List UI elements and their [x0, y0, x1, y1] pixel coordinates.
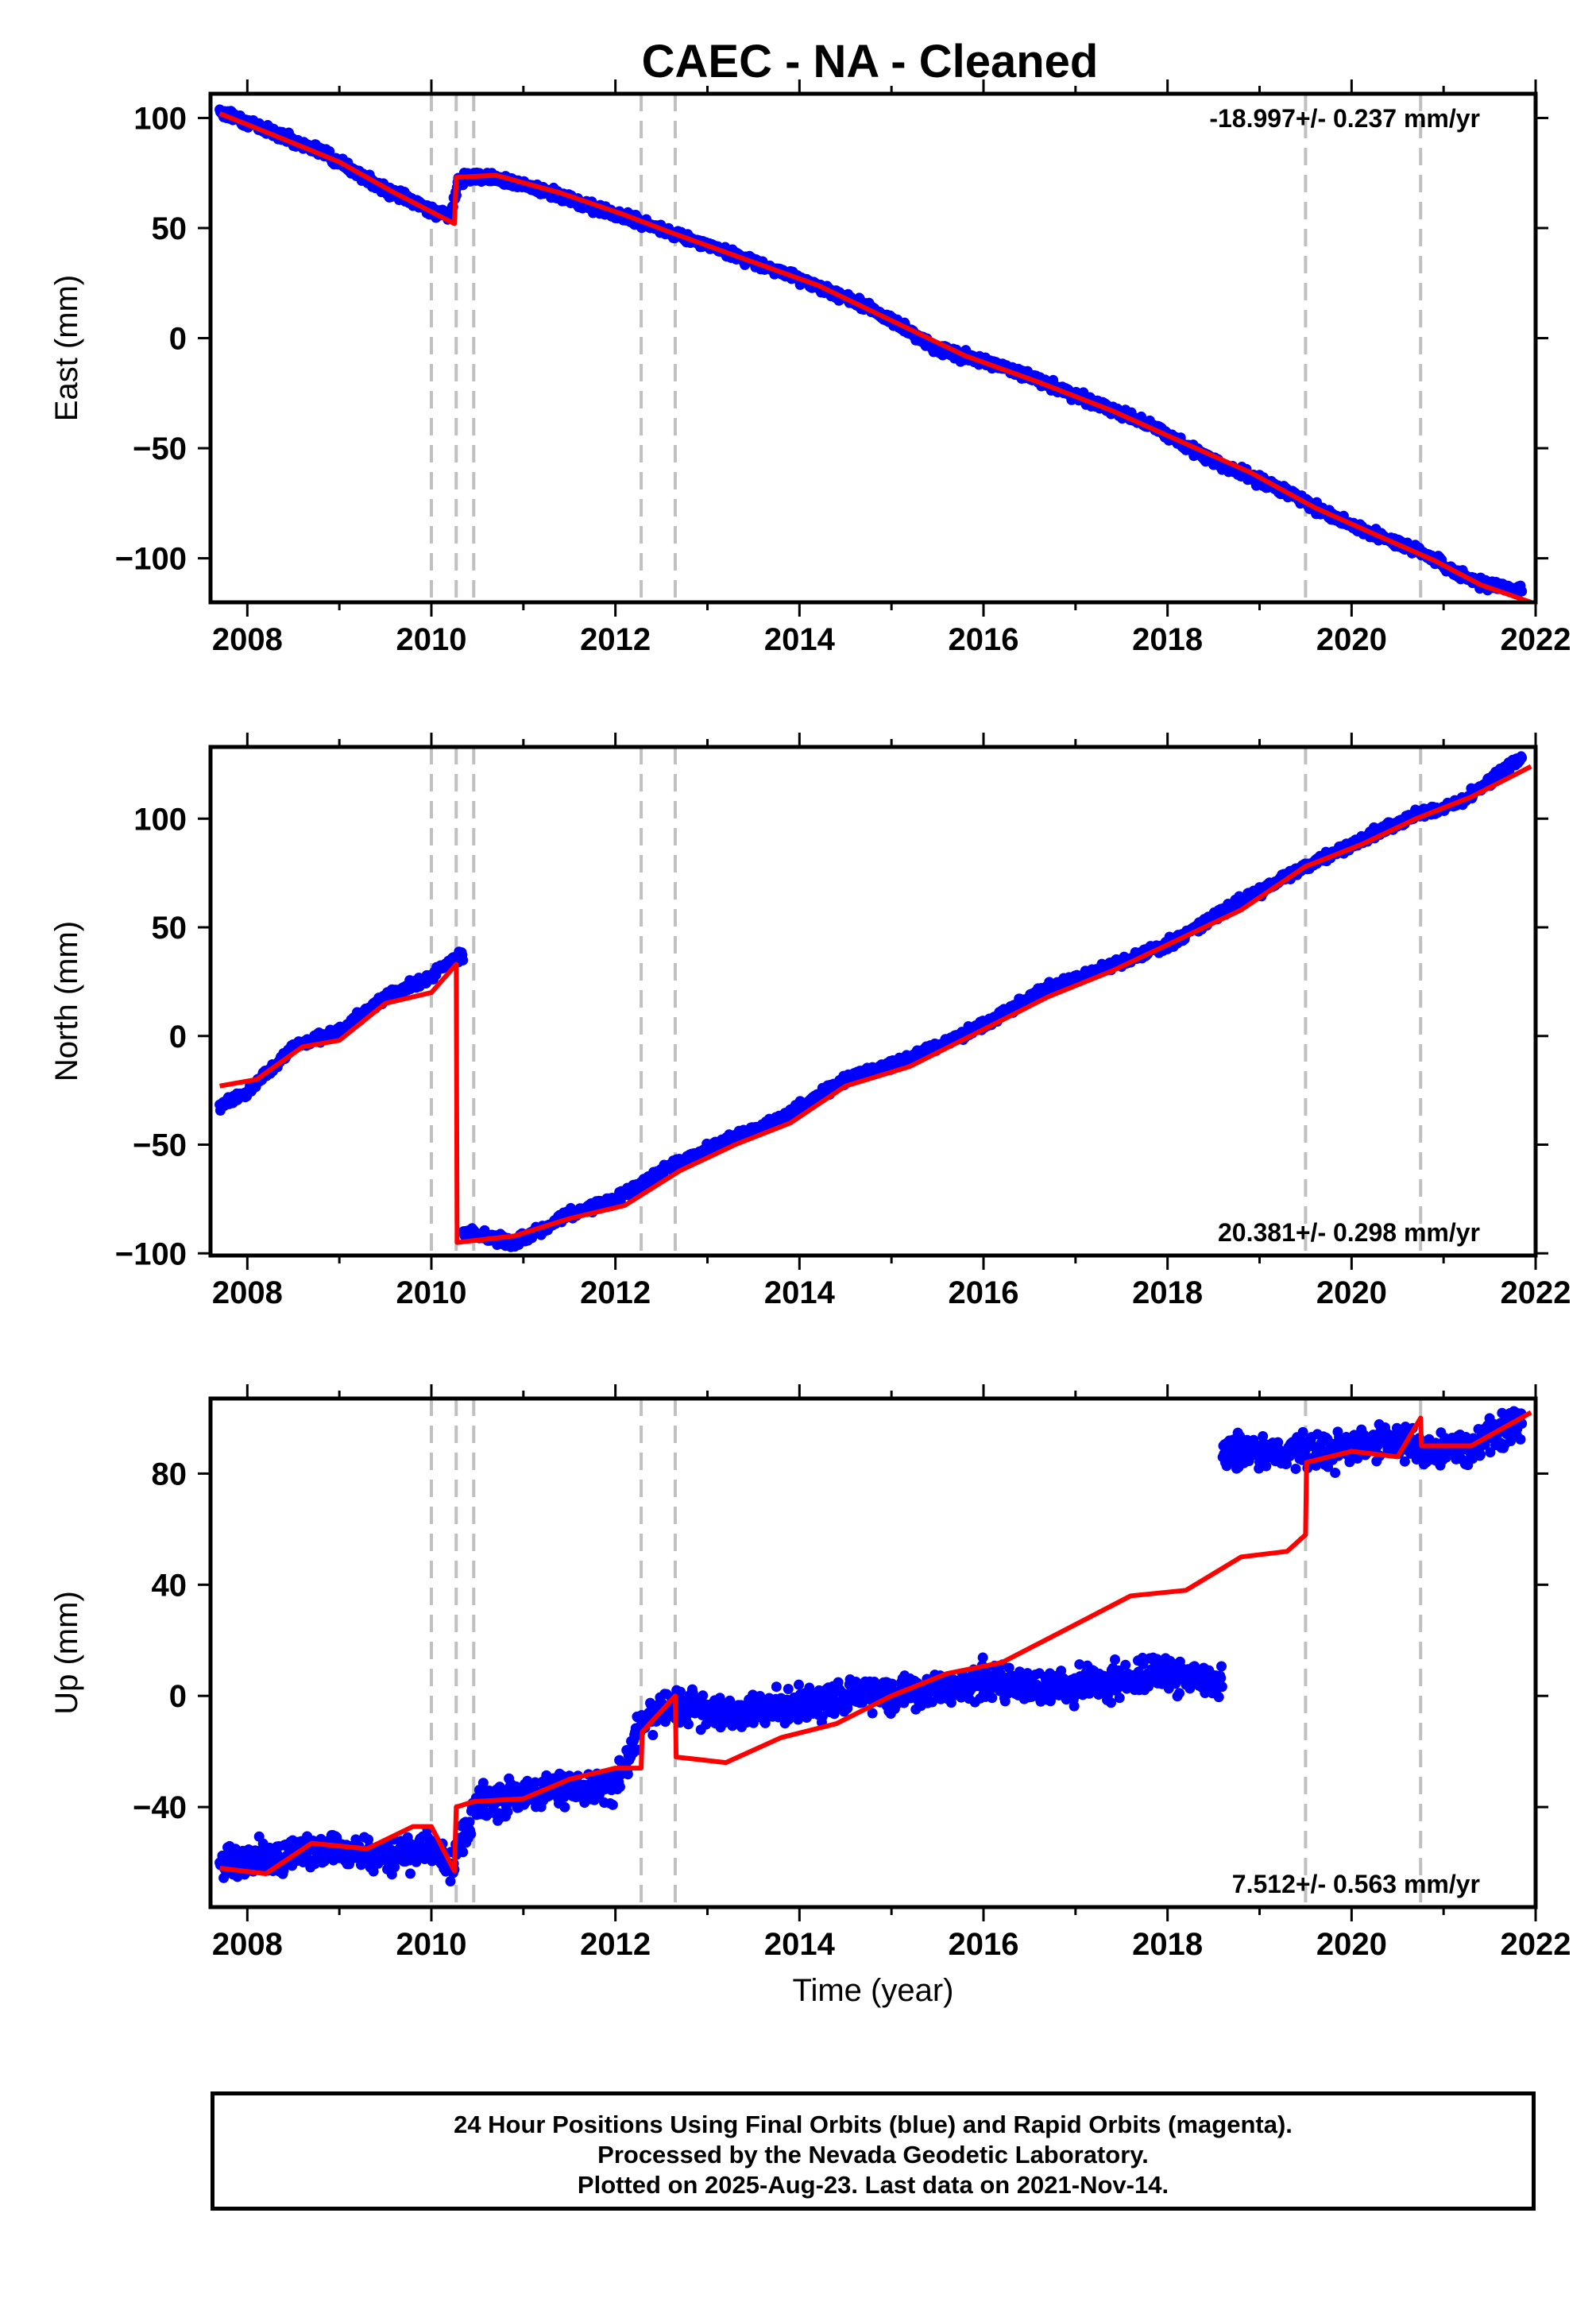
y-axis-label: East (mm) — [49, 275, 84, 421]
data-point — [1517, 753, 1528, 764]
plot-frame — [208, 745, 1538, 1258]
y-tick-label: 50 — [152, 911, 187, 946]
data-point — [1517, 586, 1528, 597]
data-point — [647, 1730, 659, 1741]
data-point — [794, 1679, 805, 1690]
data-point — [675, 1686, 686, 1697]
chart-title: CAEC - NA - Cleaned — [641, 36, 1099, 87]
rate-label: -18.997+/- 0.237 mm/yr — [1209, 104, 1480, 133]
data-point — [458, 954, 469, 965]
x-tick-label: 2010 — [396, 622, 467, 657]
y-tick-label: 0 — [169, 322, 187, 357]
y-tick-label: 50 — [152, 211, 187, 246]
y-tick-label: −100 — [115, 1236, 187, 1271]
data-point — [458, 1847, 469, 1858]
x-tick-label: 2020 — [1316, 622, 1387, 657]
data-point — [783, 1683, 794, 1694]
model-line — [219, 764, 1532, 1245]
data-point — [502, 1806, 513, 1817]
x-tick-label: 2018 — [1132, 622, 1203, 657]
data-point — [464, 1817, 475, 1828]
data-point — [759, 1717, 771, 1728]
plot-frame — [208, 91, 1538, 605]
data-point — [614, 1782, 625, 1793]
data-point — [607, 1799, 618, 1810]
panel-north: −100 −50 0 50 100 2008 2010 2012 2014 2016 2018 202… — [49, 733, 1571, 1310]
observed-points — [214, 104, 1528, 599]
x-tick-label: 2010 — [396, 1275, 467, 1310]
y-tick-label: −100 — [115, 542, 187, 577]
data-point — [445, 1876, 456, 1887]
data-point — [771, 1681, 782, 1693]
model-line — [218, 111, 1532, 602]
y-tick-label: −50 — [133, 1128, 187, 1163]
observed-points — [214, 751, 1528, 1252]
x-tick-label: 2008 — [212, 622, 283, 657]
data-point — [466, 1828, 477, 1840]
panel-east: −100 −50 0 50 100 2008 2010 2012 2014 2016 2018 202… — [49, 79, 1571, 657]
data-point — [405, 1868, 416, 1879]
y-axis-label: North (mm) — [49, 921, 84, 1081]
x-tick-label: 2016 — [949, 622, 1019, 657]
rate-label: 20.381+/- 0.298 mm/yr — [1218, 1218, 1480, 1247]
x-tick-label: 2008 — [212, 1275, 283, 1310]
x-tick-label: 2014 — [764, 1275, 836, 1310]
data-point — [698, 1690, 709, 1701]
data-point — [559, 1801, 570, 1813]
data-point — [477, 1778, 489, 1789]
x-tick-label: 2016 — [949, 1275, 1019, 1310]
x-tick-label: 2022 — [1501, 1275, 1571, 1310]
data-point — [683, 1719, 694, 1730]
x-tick-label: 2020 — [1316, 1275, 1387, 1310]
y-tick-label: −50 — [133, 431, 187, 466]
data-point — [278, 1865, 289, 1876]
y-tick-label: 0 — [169, 1020, 187, 1054]
data-point — [368, 1866, 379, 1877]
data-point — [622, 1769, 633, 1780]
x-tick-label: 2018 — [1132, 1275, 1203, 1310]
y-tick-label: 100 — [133, 802, 187, 837]
y-tick-label: 100 — [133, 101, 187, 136]
observed-points — [214, 1406, 1528, 1887]
x-tick-label: 2014 — [764, 622, 836, 657]
x-tick-label: 2022 — [1501, 622, 1571, 657]
x-tick-label: 2012 — [580, 1275, 651, 1310]
x-tick-label: 2012 — [580, 622, 651, 657]
